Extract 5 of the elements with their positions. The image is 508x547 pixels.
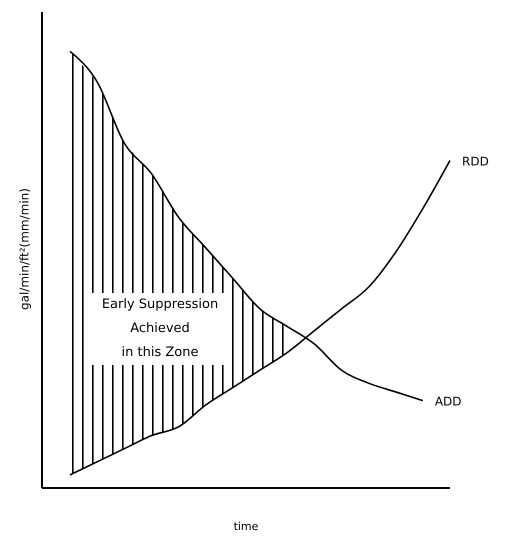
y-axis-title: gal/min/ft²(mm/min): [17, 188, 32, 310]
series-label: RDD: [462, 154, 489, 168]
annotation: Early Suppression Achieved in this Zone: [90, 293, 230, 365]
series-label: ADD: [434, 394, 462, 409]
x-axis-title: time: [234, 520, 259, 533]
